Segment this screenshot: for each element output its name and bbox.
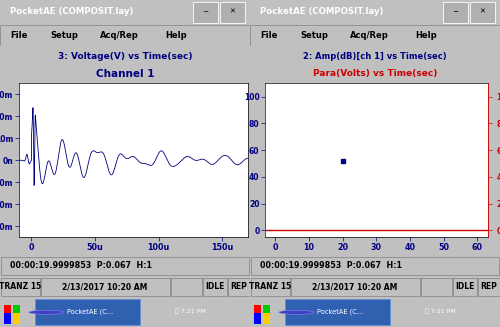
Bar xyxy=(250,278,290,296)
Text: 🔋 7:21 PM: 🔋 7:21 PM xyxy=(425,309,456,315)
Bar xyxy=(1,257,249,275)
Text: Channel 1: Channel 1 xyxy=(96,69,154,78)
Text: 3: Voltage(V) vs Time(sec): 3: Voltage(V) vs Time(sec) xyxy=(58,52,192,61)
Bar xyxy=(285,299,390,325)
Text: File: File xyxy=(260,31,278,40)
Text: 2: Amp(dB)[ch 1] vs Time(sec): 2: Amp(dB)[ch 1] vs Time(sec) xyxy=(303,52,447,61)
Text: 00:00:19.9999853  P:0.067  H:1: 00:00:19.9999853 P:0.067 H:1 xyxy=(260,261,402,270)
Text: TRANZ 15: TRANZ 15 xyxy=(0,282,41,291)
Text: 2/13/2017 10:20 AM: 2/13/2017 10:20 AM xyxy=(312,282,398,291)
Bar xyxy=(12,314,20,324)
Text: Acq/Rep: Acq/Rep xyxy=(100,31,139,40)
Bar xyxy=(4,305,11,315)
Bar xyxy=(4,314,11,324)
Text: 2/13/2017 10:20 AM: 2/13/2017 10:20 AM xyxy=(62,282,148,291)
Text: Acq/Rep: Acq/Rep xyxy=(350,31,389,40)
Text: REP: REP xyxy=(230,282,247,291)
Text: PocketAE (COMPOSIT.lay): PocketAE (COMPOSIT.lay) xyxy=(260,7,384,16)
Bar xyxy=(192,2,218,23)
Text: IDLE: IDLE xyxy=(206,282,225,291)
Text: REP: REP xyxy=(480,282,497,291)
Bar xyxy=(478,278,500,296)
Text: File: File xyxy=(10,31,28,40)
Bar xyxy=(228,278,250,296)
Bar xyxy=(470,2,495,23)
Bar xyxy=(40,278,170,296)
Text: 🔋 7:21 PM: 🔋 7:21 PM xyxy=(175,309,206,315)
Bar xyxy=(252,257,499,275)
Text: Setup: Setup xyxy=(300,31,328,40)
Circle shape xyxy=(279,310,314,314)
Text: Para(Volts) vs Time(sec): Para(Volts) vs Time(sec) xyxy=(313,69,437,78)
Text: ─: ─ xyxy=(453,9,457,15)
Text: TRANZ 15: TRANZ 15 xyxy=(249,282,291,291)
Text: ✕: ✕ xyxy=(230,9,235,15)
Text: Setup: Setup xyxy=(50,31,78,40)
Bar xyxy=(262,314,270,324)
Text: PocketAE (C...: PocketAE (C... xyxy=(67,308,113,315)
Bar xyxy=(442,2,468,23)
Bar xyxy=(262,305,270,315)
Bar xyxy=(35,299,140,325)
Text: 00:00:19.9999853  P:0.067  H:1: 00:00:19.9999853 P:0.067 H:1 xyxy=(10,261,152,270)
Bar xyxy=(453,278,477,296)
Circle shape xyxy=(29,310,64,314)
Bar xyxy=(0,278,40,296)
Bar xyxy=(420,278,452,296)
Bar xyxy=(203,278,227,296)
Text: ✕: ✕ xyxy=(480,9,486,15)
Text: IDLE: IDLE xyxy=(456,282,474,291)
Bar xyxy=(254,314,261,324)
Bar xyxy=(290,278,420,296)
Bar xyxy=(220,2,245,23)
Bar xyxy=(12,305,20,315)
Text: Help: Help xyxy=(415,31,436,40)
Text: PocketAE (COMPOSIT.lay): PocketAE (COMPOSIT.lay) xyxy=(10,7,134,16)
Bar xyxy=(254,305,261,315)
Text: PocketAE (C...: PocketAE (C... xyxy=(317,308,363,315)
Text: ─: ─ xyxy=(203,9,207,15)
Text: Help: Help xyxy=(165,31,186,40)
Bar xyxy=(170,278,202,296)
